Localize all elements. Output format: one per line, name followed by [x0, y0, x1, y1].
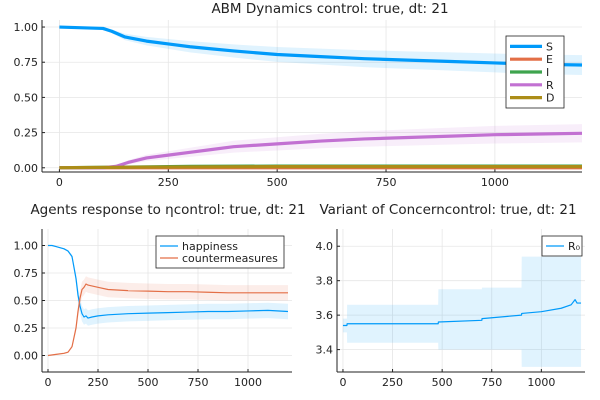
- chart3-xtick-label-2: 500: [432, 376, 453, 389]
- chart1-xtick-label-2: 500: [267, 176, 288, 189]
- chart3-series-0-line: [342, 299, 582, 327]
- chart1-series-4-line: [59, 165, 582, 170]
- chart3-panel: 0 250 500 750 1000 3.4 3.6 3.8 4.0 R₀: [316, 229, 585, 389]
- chart2-series-1-band: [48, 276, 288, 356]
- chart2-xtick-label-2: 500: [138, 376, 159, 389]
- chart1-series-3-line: [59, 131, 583, 170]
- chart1-series-0-band: [59, 26, 582, 76]
- chart2-legend: [155, 235, 285, 269]
- chart2-legend-label-1: countermeasures: [182, 252, 278, 265]
- chart3-ytick-label-1: 3.6: [316, 309, 334, 322]
- chart2-ytick-label-0: 0.00: [14, 350, 39, 363]
- chart1-xtick-label-1: 250: [158, 176, 179, 189]
- chart1-series-0-line: [59, 25, 583, 67]
- chart3-xtick-label-3: 750: [481, 376, 502, 389]
- chart1-title: ABM Dynamics control: true, dt: 21: [211, 1, 448, 17]
- chart2-ytick-label-3: 0.75: [14, 267, 39, 280]
- chart2-xtick-label-3: 750: [188, 376, 209, 389]
- chart2-series-1-line: [47, 283, 288, 357]
- chart2-xtick-label-0: 0: [45, 376, 52, 389]
- chart3-ytick-label-2: 3.8: [316, 275, 334, 288]
- chart2-xtick-label-1: 250: [88, 376, 109, 389]
- chart1-xtick-label-4: 1000: [481, 176, 509, 189]
- chart2-title: Agents response to ηcontrol: true, dt: 2…: [30, 202, 305, 218]
- chart3-ytick-label-3: 4.0: [316, 240, 334, 253]
- chart1-legend-label-2: I: [546, 66, 549, 79]
- chart2-ytick-label-4: 1.00: [14, 240, 39, 253]
- chart3-xtick-label-0: 0: [339, 376, 346, 389]
- chart1-legend-label-4: D: [546, 92, 554, 105]
- chart1-ytick-label-1: 0.25: [14, 127, 39, 140]
- chart1-series-3-band: [59, 124, 582, 169]
- chart3-series-0-band: [342, 256, 582, 367]
- chart1-ytick-label-2: 0.50: [14, 91, 39, 104]
- chart1-ytick-label-3: 0.75: [14, 56, 39, 69]
- chart3-title: Variant of Concerncontrol: true, dt: 21: [319, 202, 576, 218]
- chart2-xtick-label-4: 1000: [234, 376, 262, 389]
- chart1-legend-label-0: S: [546, 40, 553, 53]
- chart3-xtick-label-1: 250: [382, 376, 403, 389]
- chart1-ytick-label-0: 0.00: [14, 162, 39, 175]
- chart1-ytick-label-4: 1.00: [14, 21, 39, 34]
- chart2-series-0-line: [48, 244, 289, 319]
- chart2-panel: 0 250 500 750 1000 0.00 0.25 0.50 0.75 1.00 happin…: [14, 229, 292, 389]
- chart3-ytick-label-0: 3.4: [316, 344, 334, 357]
- chart3-legend-label-0: R₀: [568, 240, 581, 253]
- chart1-xtick-label-0: 0: [56, 176, 63, 189]
- chart3-xtick-label-4: 1000: [527, 376, 555, 389]
- chart1-legend-label-3: R: [546, 79, 554, 92]
- chart2-ytick-label-2: 0.50: [14, 295, 39, 308]
- chart2-ytick-label-1: 0.25: [14, 322, 39, 335]
- chart1-legend-label-1: E: [546, 53, 553, 66]
- chart1-xtick-label-3: 750: [376, 176, 397, 189]
- chart2-legend-label-0: happiness: [182, 240, 238, 253]
- chart2-series-0-band: [48, 245, 288, 326]
